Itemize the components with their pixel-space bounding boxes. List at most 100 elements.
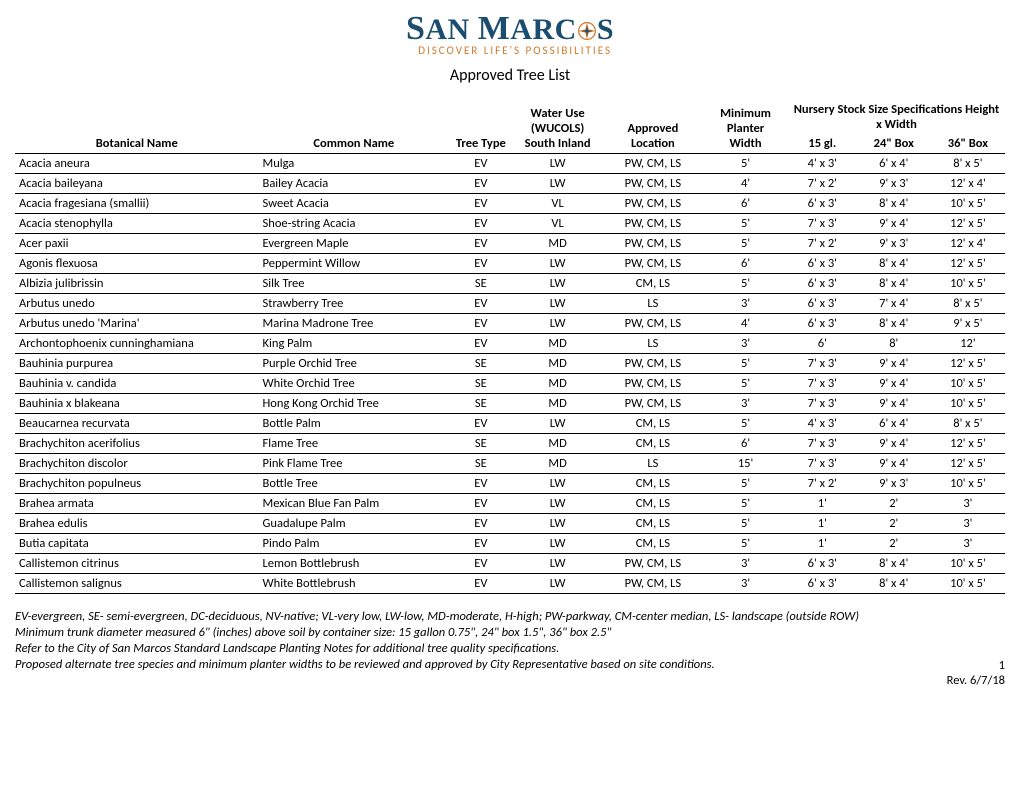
cell-36box: 3' — [931, 514, 1005, 534]
cell-common: Strawberry Tree — [259, 294, 450, 314]
cell-location: PW, CM, LS — [603, 574, 704, 594]
cell-15gl: 7' x 3' — [788, 374, 857, 394]
cell-location: PW, CM, LS — [603, 554, 704, 574]
cell-width: 15' — [703, 454, 788, 474]
table-row: Brachychiton populneus Bottle Tree EV LW… — [15, 474, 1005, 494]
cell-15gl: 1' — [788, 494, 857, 514]
footer-note-4: Proposed alternate tree species and mini… — [15, 657, 905, 672]
cell-15gl: 7' x 3' — [788, 354, 857, 374]
cell-location: PW, CM, LS — [603, 214, 704, 234]
cell-location: CM, LS — [603, 534, 704, 554]
cell-36box: 8' x 5' — [931, 414, 1005, 434]
cell-15gl: 4' x 3' — [788, 414, 857, 434]
cell-36box: 10' x 5' — [931, 474, 1005, 494]
table-row: Bauhinia purpurea Purple Orchid Tree SE … — [15, 354, 1005, 374]
cell-36box: 10' x 5' — [931, 554, 1005, 574]
cell-width: 5' — [703, 494, 788, 514]
cell-common: Mexican Blue Fan Palm — [259, 494, 450, 514]
cell-width: 6' — [703, 194, 788, 214]
cell-botanical: Archontophoenix cunninghamiana — [15, 334, 259, 354]
cell-36box: 8' x 5' — [931, 294, 1005, 314]
cell-botanical: Brachychiton discolor — [15, 454, 259, 474]
cell-type: EV — [449, 554, 513, 574]
cell-botanical: Beaucarnea recurvata — [15, 414, 259, 434]
cell-type: EV — [449, 414, 513, 434]
cell-botanical: Brahea armata — [15, 494, 259, 514]
cell-common: Bottle Tree — [259, 474, 450, 494]
cell-width: 3' — [703, 294, 788, 314]
cell-water: VL — [513, 214, 603, 234]
cell-24box: 8' x 4' — [857, 274, 931, 294]
cell-location: CM, LS — [603, 434, 704, 454]
cell-width: 5' — [703, 274, 788, 294]
cell-location: CM, LS — [603, 494, 704, 514]
table-row: Beaucarnea recurvata Bottle Palm EV LW C… — [15, 414, 1005, 434]
cell-water: MD — [513, 354, 603, 374]
table-header: Botanical Name Common Name Tree Type Wat… — [15, 100, 1005, 154]
cell-width: 4' — [703, 314, 788, 334]
cell-36box: 12' x 5' — [931, 214, 1005, 234]
cell-36box: 12' — [931, 334, 1005, 354]
header-24box: 24" Box — [857, 134, 931, 154]
cell-15gl: 7' x 3' — [788, 454, 857, 474]
cell-24box: 8' x 4' — [857, 314, 931, 334]
footer-note-1: EV-evergreen, SE- semi-evergreen, DC-dec… — [15, 609, 1005, 624]
cell-type: EV — [449, 254, 513, 274]
cell-width: 3' — [703, 554, 788, 574]
cell-type: EV — [449, 234, 513, 254]
cell-water: LW — [513, 574, 603, 594]
cell-24box: 8' x 4' — [857, 554, 931, 574]
cell-water: LW — [513, 534, 603, 554]
cell-common: Bailey Acacia — [259, 174, 450, 194]
cell-15gl: 7' x 2' — [788, 474, 857, 494]
cell-36box: 9' x 5' — [931, 314, 1005, 334]
cell-botanical: Bauhinia v. candida — [15, 374, 259, 394]
cell-water: VL — [513, 194, 603, 214]
table-row: Arbutus unedo 'Marina' Marina Madrone Tr… — [15, 314, 1005, 334]
cell-location: CM, LS — [603, 514, 704, 534]
cell-water: LW — [513, 154, 603, 174]
cell-location: PW, CM, LS — [603, 234, 704, 254]
cell-36box: 8' x 5' — [931, 154, 1005, 174]
cell-15gl: 7' x 2' — [788, 174, 857, 194]
logo-container: SAN MARCS DISCOVER LIFE'S POSSIBILITIES — [15, 10, 1005, 58]
cell-botanical: Albizia julibrissin — [15, 274, 259, 294]
header-nursery-group: Nursery Stock Size Specifications Height… — [788, 100, 1005, 134]
cell-common: Marina Madrone Tree — [259, 314, 450, 334]
cell-water: MD — [513, 454, 603, 474]
cell-type: EV — [449, 574, 513, 594]
cell-common: Evergreen Maple — [259, 234, 450, 254]
cell-type: EV — [449, 534, 513, 554]
cell-water: LW — [513, 554, 603, 574]
cell-type: EV — [449, 514, 513, 534]
cell-water: LW — [513, 414, 603, 434]
cell-24box: 9' x 4' — [857, 434, 931, 454]
header-width: MinimumPlanterWidth — [703, 100, 788, 154]
cell-36box: 3' — [931, 494, 1005, 514]
cell-15gl: 6' x 3' — [788, 254, 857, 274]
table-row: Callistemon salignus White Bottlebrush E… — [15, 574, 1005, 594]
cell-24box: 8' x 4' — [857, 254, 931, 274]
cell-water: LW — [513, 274, 603, 294]
cell-15gl: 6' — [788, 334, 857, 354]
cell-common: Purple Orchid Tree — [259, 354, 450, 374]
cell-botanical: Brachychiton populneus — [15, 474, 259, 494]
header-common: Common Name — [259, 100, 450, 154]
footer-notes: EV-evergreen, SE- semi-evergreen, DC-dec… — [15, 609, 1005, 688]
cell-width: 6' — [703, 434, 788, 454]
cell-botanical: Acacia aneura — [15, 154, 259, 174]
cell-water: LW — [513, 254, 603, 274]
cell-common: King Palm — [259, 334, 450, 354]
cell-botanical: Butia capitata — [15, 534, 259, 554]
cell-water: MD — [513, 334, 603, 354]
cell-location: PW, CM, LS — [603, 354, 704, 374]
cell-15gl: 7' x 2' — [788, 234, 857, 254]
cell-common: Guadalupe Palm — [259, 514, 450, 534]
table-row: Acacia baileyana Bailey Acacia EV LW PW,… — [15, 174, 1005, 194]
cell-botanical: Callistemon citrinus — [15, 554, 259, 574]
footer-note-3: Refer to the City of San Marcos Standard… — [15, 641, 1005, 656]
cell-botanical: Arbutus unedo — [15, 294, 259, 314]
cell-common: Peppermint Willow — [259, 254, 450, 274]
cell-type: SE — [449, 434, 513, 454]
cell-type: EV — [449, 494, 513, 514]
